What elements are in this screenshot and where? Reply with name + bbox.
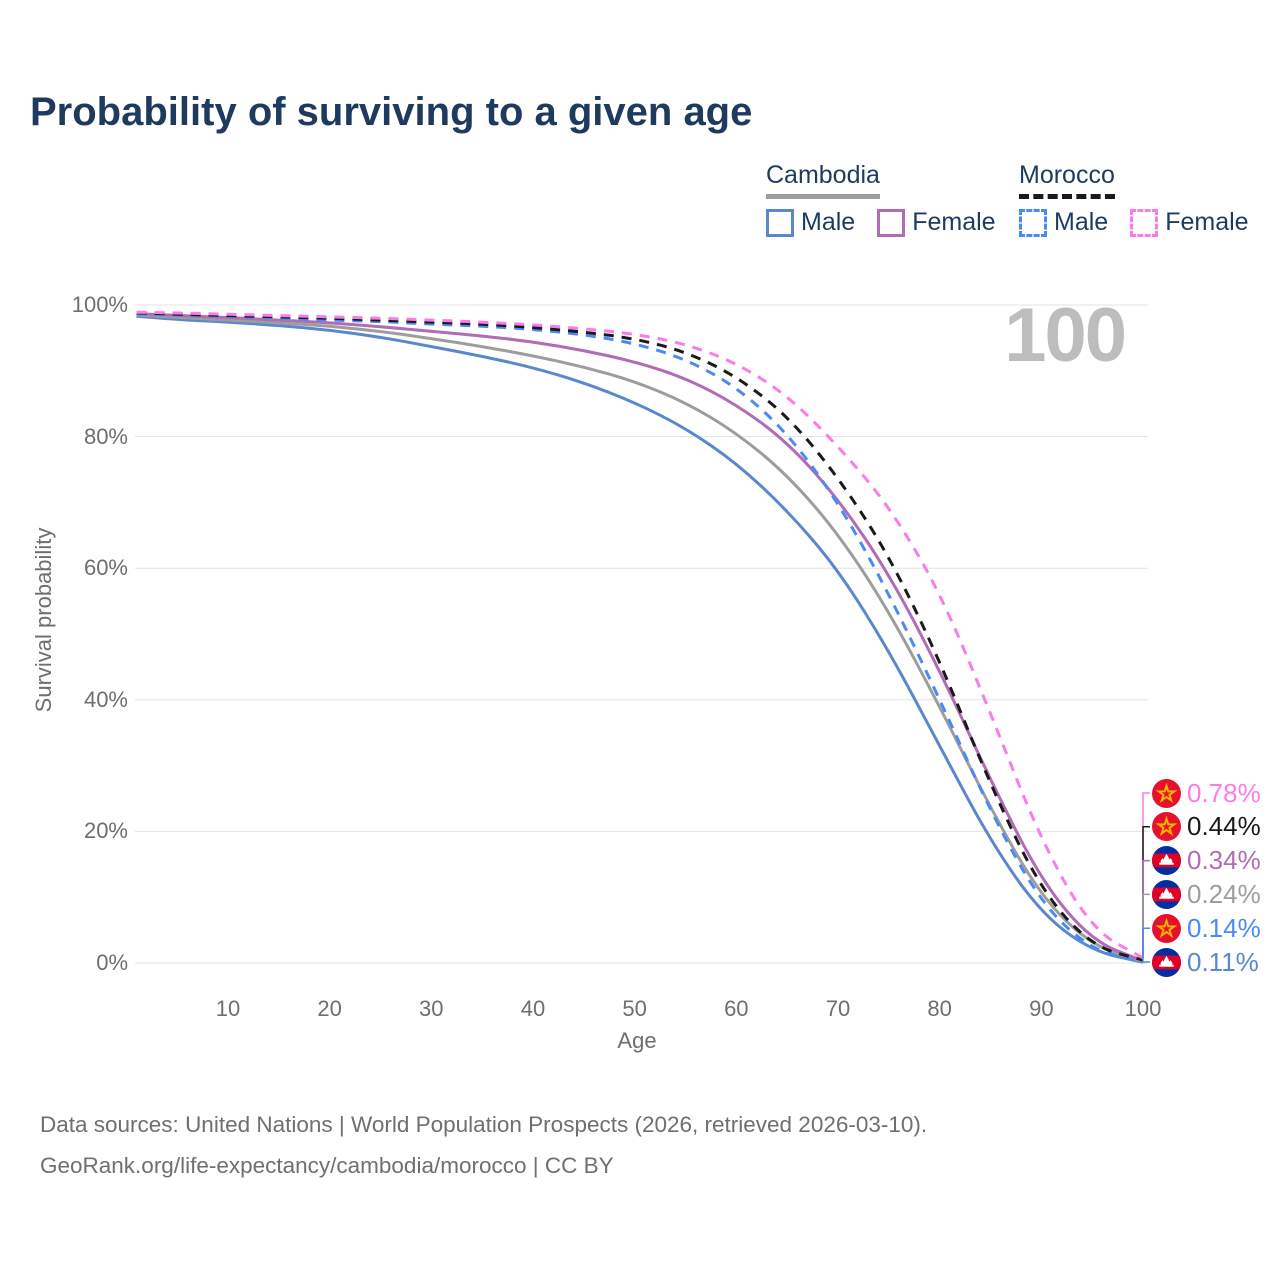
end-label-cambodia-female: 0.34% (1152, 845, 1261, 876)
legend-items-cambodia: Male Female (766, 208, 996, 237)
legend-item-cambodia-male[interactable]: Male (766, 208, 855, 237)
x-tick-label: 90 (1029, 996, 1054, 1021)
cambodia-flag-icon (1152, 846, 1181, 876)
y-tick-label: 100% (71, 292, 128, 317)
end-label-value: 0.11% (1187, 946, 1259, 977)
series-line-cambodia (136, 313, 1144, 963)
leader-line (1142, 792, 1150, 958)
end-label-value: 0.24% (1187, 878, 1261, 909)
series-line-morocco-female (136, 310, 1144, 960)
end-label-value: 0.14% (1187, 912, 1261, 943)
footer-link: GeoRank.org/life-expectancy/cambodia/mor… (40, 1153, 614, 1178)
cambodia-flag-icon (1152, 947, 1181, 977)
legend-group-morocco: Morocco Male Female (1019, 161, 1249, 237)
y-tick-label: 60% (83, 555, 128, 581)
end-label-value: 0.34% (1187, 845, 1261, 876)
end-label-cambodia: 0.24% (1152, 879, 1261, 909)
morocco-flag-icon (1152, 778, 1181, 808)
leader-line (1142, 927, 1150, 958)
series-line-cambodia-female (136, 312, 1144, 963)
x-axis-title: Age (617, 1028, 657, 1053)
leader-line (1142, 893, 1150, 958)
series-line-morocco (136, 311, 1144, 962)
cambodia-flag-icon (1152, 879, 1181, 909)
leader-line (1142, 859, 1150, 958)
x-tick-label: 60 (724, 996, 749, 1021)
footer: Data sources: United Nations | World Pop… (40, 1104, 927, 1186)
x-tick-label: 40 (520, 996, 546, 1021)
end-label-cambodia-male: 0.11% (1152, 947, 1259, 977)
age-watermark: 100 (1004, 293, 1127, 378)
leader-line (1142, 958, 1150, 963)
x-tick-label: 50 (622, 996, 647, 1021)
legend-group-cambodia: Cambodia Male Female (766, 161, 996, 237)
cambodia-female-swatch-icon (877, 208, 906, 237)
legend-items-morocco: Male Female (1019, 208, 1249, 237)
series-line-morocco-male (136, 312, 1144, 964)
y-tick-label: 40% (83, 686, 128, 712)
legend-item-label: Female (912, 208, 996, 236)
x-tick-label: 80 (927, 996, 952, 1021)
morocco-male-swatch-icon (1019, 208, 1047, 237)
x-tick-label: 20 (317, 996, 342, 1021)
y-tick-label: 80% (83, 423, 128, 449)
legend-item-label: Female (1165, 208, 1249, 236)
end-label-morocco-male: 0.14% (1152, 913, 1261, 943)
morocco-female-swatch-icon (1130, 208, 1159, 237)
legend-item-label: Male (801, 208, 856, 236)
end-label-morocco-female: 0.78% (1152, 778, 1261, 808)
end-label-morocco: 0.44% (1152, 811, 1261, 842)
legend-item-label: Male (1054, 208, 1109, 236)
legend-item-cambodia-female[interactable]: Female (877, 208, 996, 237)
morocco-flag-icon (1152, 913, 1181, 943)
legend-group-title-morocco: Morocco (1019, 161, 1115, 199)
end-label-value: 0.44% (1187, 811, 1261, 842)
x-tick-label: 100 (1124, 996, 1162, 1021)
cambodia-male-swatch-icon (766, 208, 794, 237)
page-title: Probability of surviving to a given age (30, 90, 753, 134)
footer-sources: Data sources: United Nations | World Pop… (40, 1112, 928, 1137)
y-tick-label: 0% (96, 950, 128, 975)
leader-line (1142, 826, 1150, 958)
series-line-cambodia-male (136, 314, 1144, 964)
end-label-value: 0.78% (1187, 777, 1261, 808)
x-tick-label: 30 (419, 996, 444, 1021)
morocco-flag-icon (1152, 812, 1181, 842)
legend-item-morocco-male[interactable]: Male (1019, 208, 1108, 237)
legend-item-morocco-female[interactable]: Female (1130, 208, 1249, 237)
legend-group-title-cambodia: Cambodia (766, 161, 880, 199)
x-tick-label: 70 (825, 996, 851, 1021)
x-tick-label: 10 (215, 996, 241, 1021)
y-tick-label: 20% (83, 818, 128, 844)
